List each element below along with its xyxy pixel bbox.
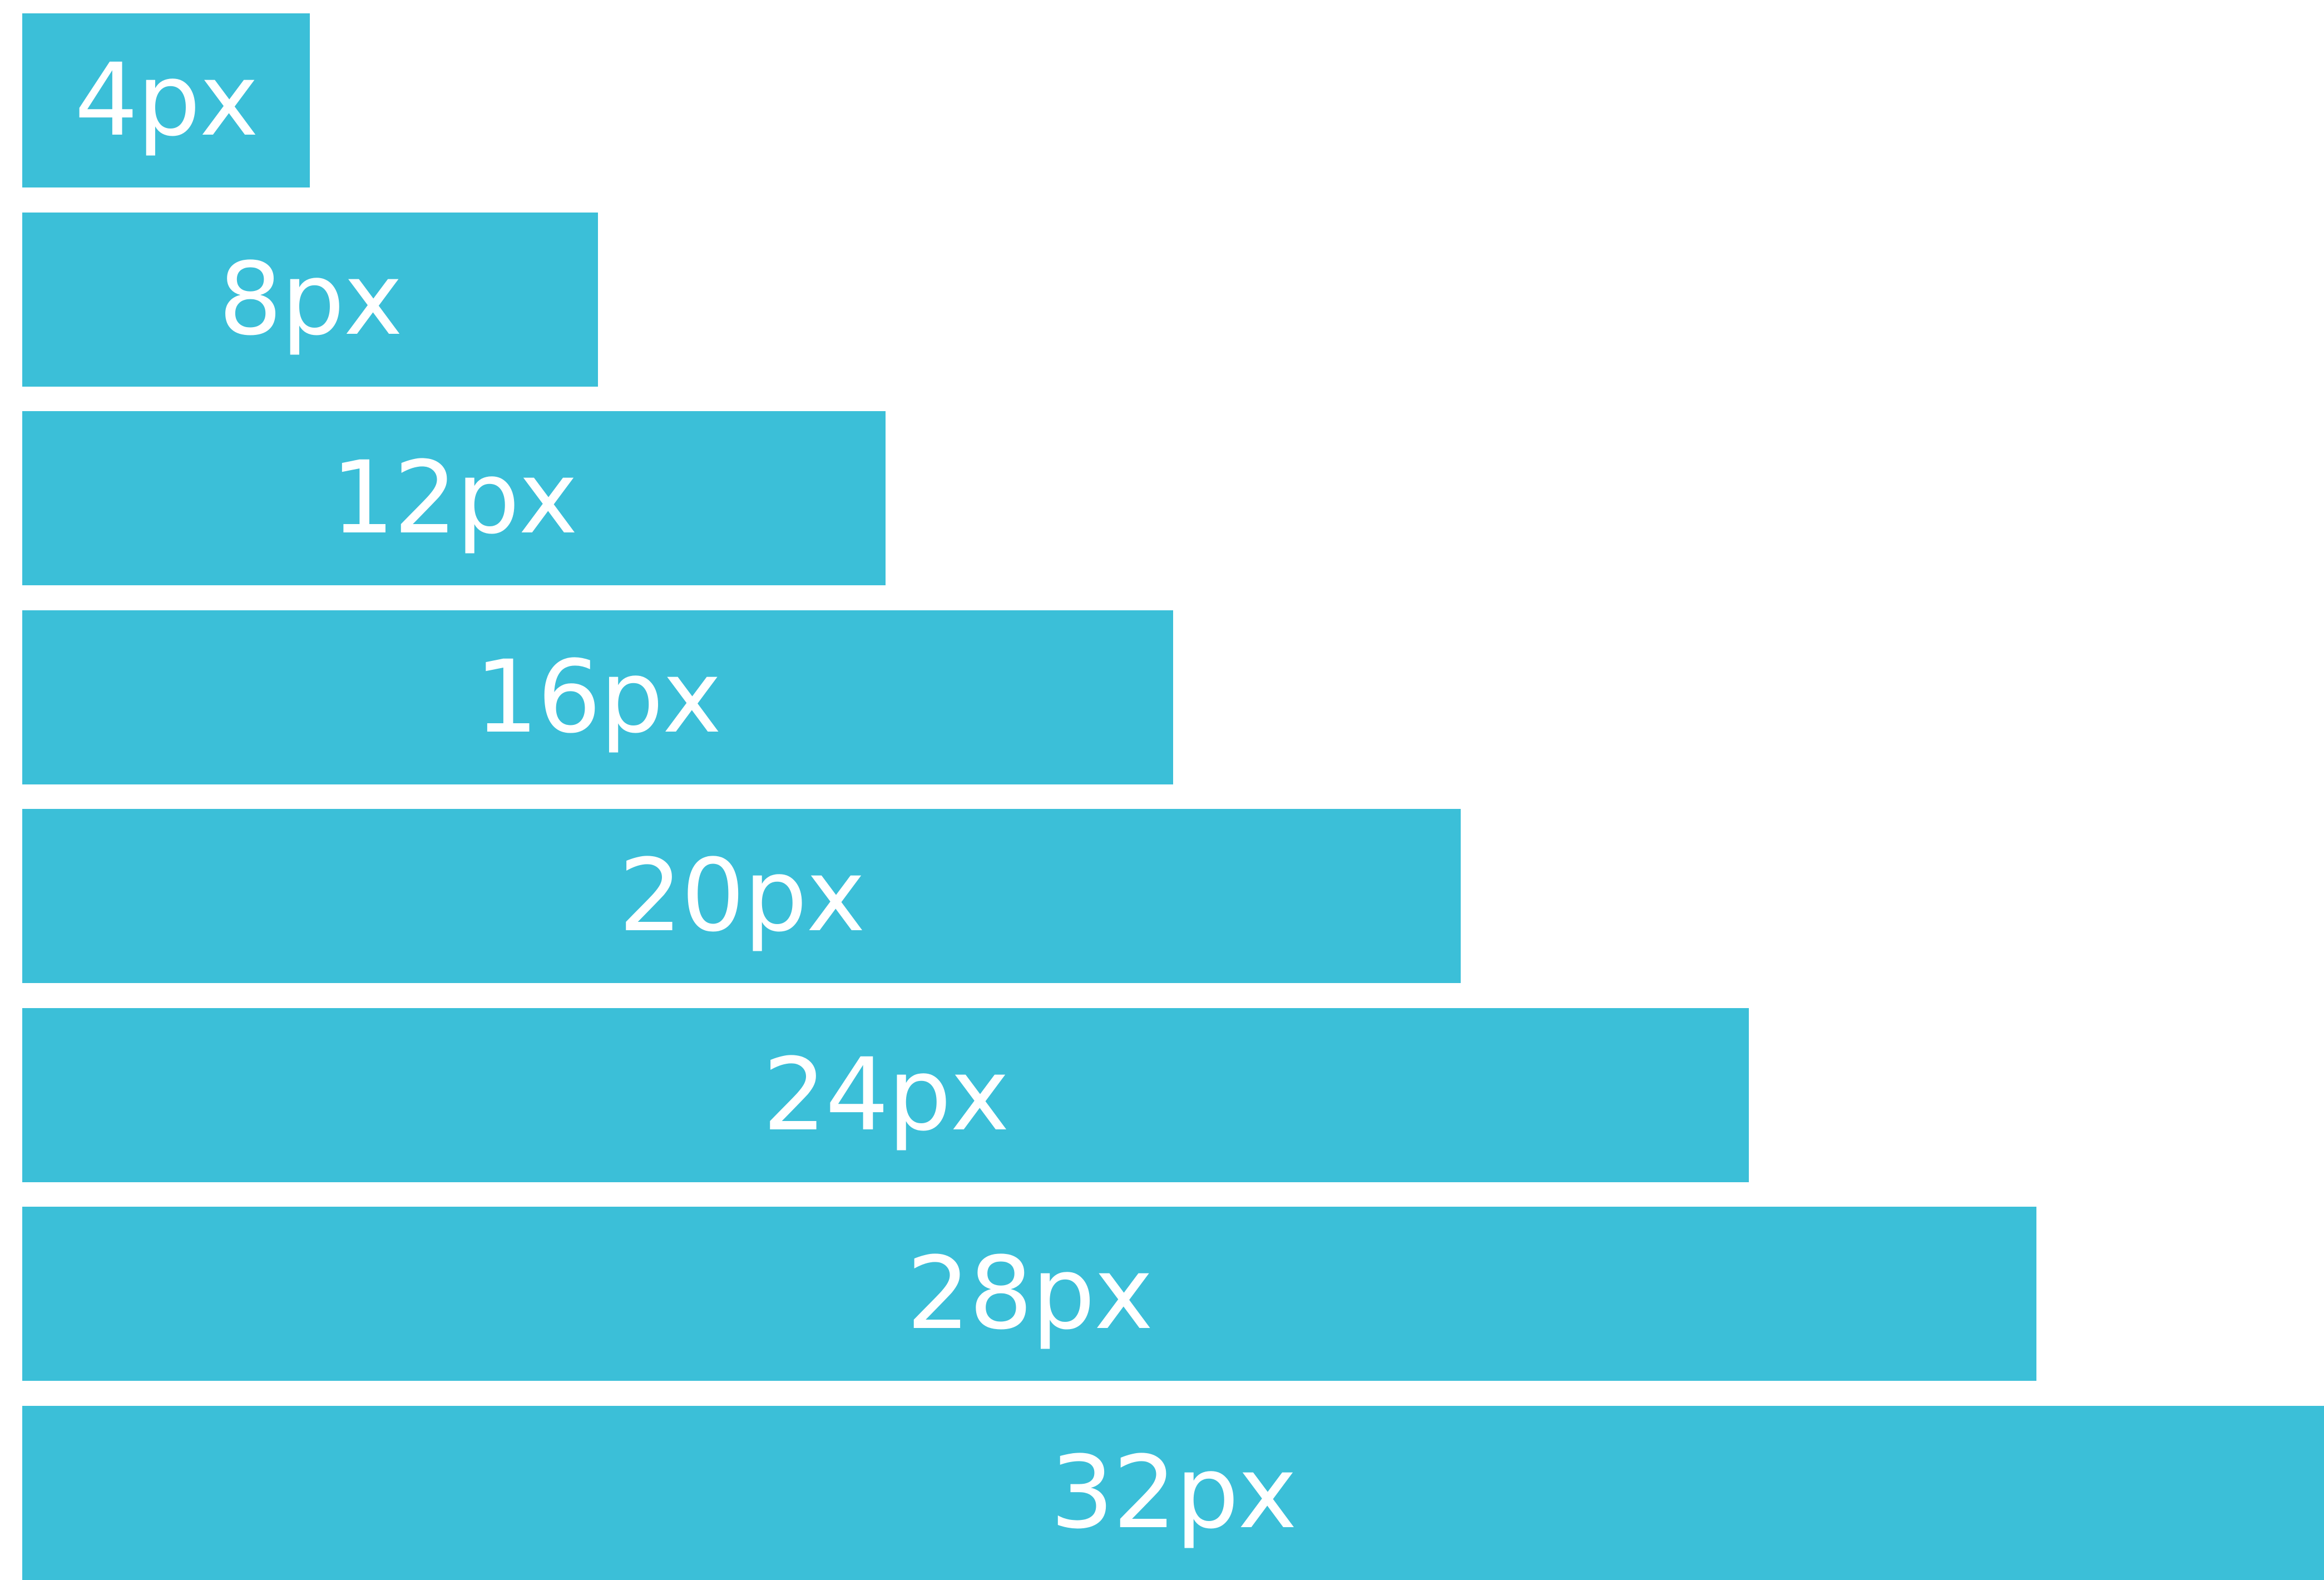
bar-label: 12px [331, 440, 578, 556]
bar-label: 8px [218, 241, 403, 358]
bar-24px: 24px [22, 1008, 1749, 1182]
bar-label: 16px [474, 639, 722, 756]
bar-8px: 8px [22, 213, 598, 387]
bar-28px: 28px [22, 1207, 2036, 1381]
bar-32px: 32px [22, 1406, 2324, 1580]
bar-12px: 12px [22, 411, 886, 585]
bar-label: 20px [619, 837, 866, 954]
bar-16px: 16px [22, 610, 1173, 784]
bar-label: 28px [906, 1235, 1154, 1352]
bar-label: 24px [763, 1036, 1010, 1153]
bar-label: 32px [1050, 1434, 1297, 1551]
bar-20px: 20px [22, 809, 1461, 983]
bar-4px: 4px [22, 13, 310, 187]
bar-label: 4px [74, 42, 259, 159]
